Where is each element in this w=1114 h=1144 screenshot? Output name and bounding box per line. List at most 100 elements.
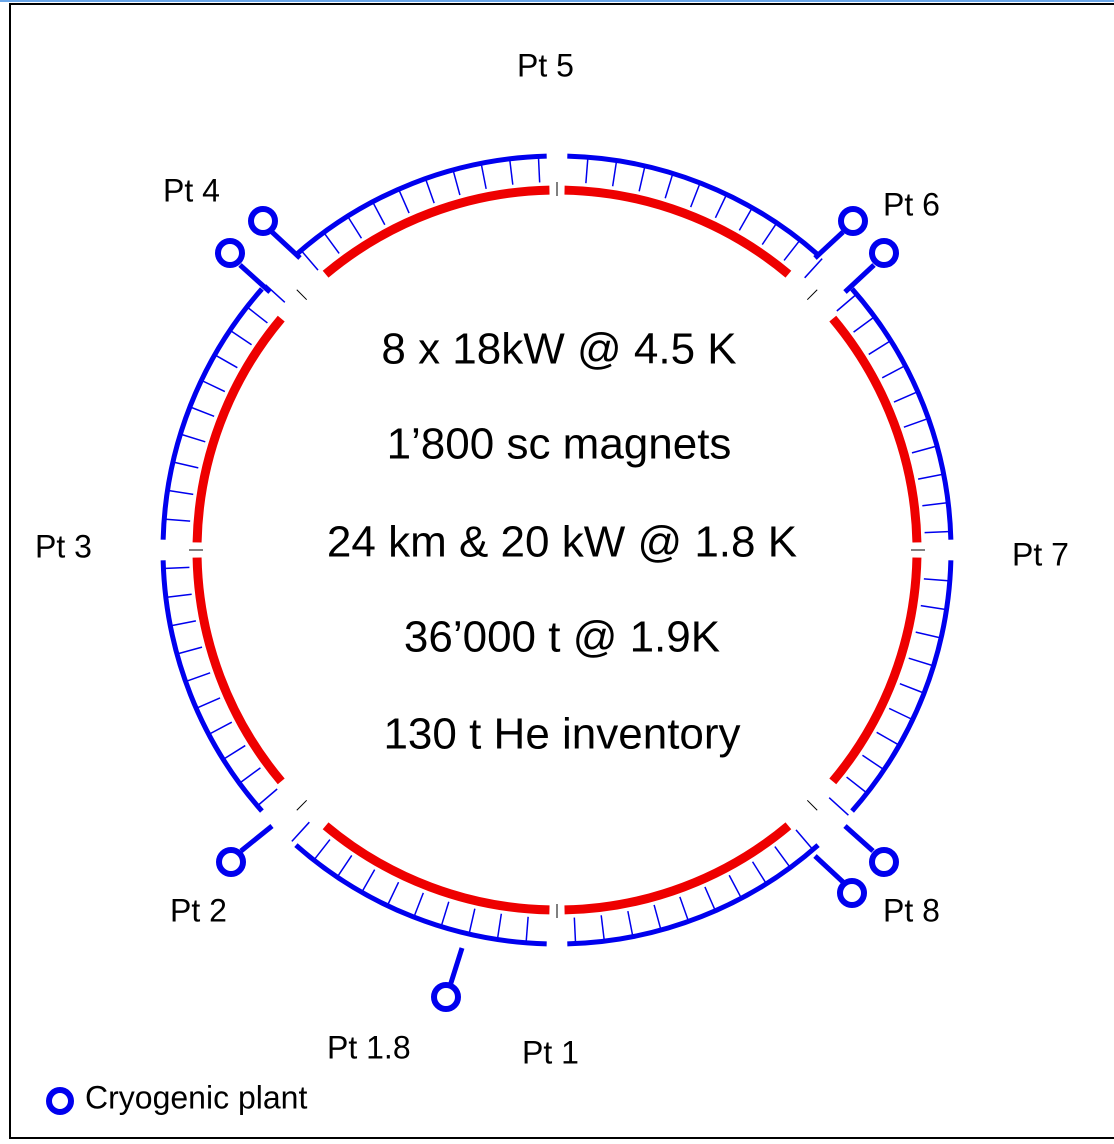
cryo-tick xyxy=(208,721,233,736)
cryo-tick xyxy=(167,489,194,496)
cryo-tick xyxy=(922,501,949,507)
point-label: Pt 8 xyxy=(883,892,940,928)
cryo-tick xyxy=(704,886,717,912)
cryo-tick xyxy=(728,874,743,899)
magnet-arc xyxy=(829,557,922,785)
cryo-tick xyxy=(386,881,400,906)
plant-link xyxy=(239,824,274,853)
cryo-line xyxy=(567,153,820,257)
cryo-tick xyxy=(908,657,934,667)
point-marker xyxy=(806,289,818,301)
cryo-tick xyxy=(468,908,476,935)
cryo-tick xyxy=(452,169,461,196)
cryo-tick xyxy=(195,697,221,710)
center-text: 1’800 sc magnets xyxy=(387,420,732,469)
cryo-tick xyxy=(899,682,925,694)
cryo-tick xyxy=(480,163,487,190)
cryo-tick xyxy=(836,293,858,312)
cryo-line xyxy=(160,560,264,813)
cryo-tick xyxy=(627,910,634,937)
cryo-tick xyxy=(862,754,885,771)
cryo-plant xyxy=(248,206,278,236)
center-text: 8 x 18kW @ 4.5 K xyxy=(381,325,736,374)
plant-link xyxy=(813,230,845,260)
point-marker xyxy=(806,799,818,811)
cryo-line xyxy=(850,287,954,540)
point-label: Pt 6 xyxy=(883,186,940,222)
cryo-line xyxy=(567,843,820,947)
point-label: Pt 4 xyxy=(163,172,220,208)
cryo-tick xyxy=(924,530,951,534)
legend-icon xyxy=(46,1087,74,1115)
cryo-tick xyxy=(397,188,410,214)
point-label: Pt 3 xyxy=(35,528,92,564)
cryo-tick xyxy=(600,915,606,942)
cryo-tick xyxy=(440,901,450,927)
cryo-tick xyxy=(638,165,646,192)
cryo-tick xyxy=(239,767,261,784)
point-label: Pt 2 xyxy=(170,892,227,928)
cryo-tick xyxy=(923,578,950,582)
cryo-tick xyxy=(611,160,618,187)
cryo-tick xyxy=(714,194,728,219)
cryo-tick xyxy=(853,316,875,333)
magnet-arc xyxy=(192,557,285,785)
cryo-tick xyxy=(180,433,206,443)
plant-link xyxy=(270,230,302,260)
magnet-arc xyxy=(564,822,792,915)
cryo-tick xyxy=(903,417,929,428)
cryo-tick xyxy=(496,913,503,940)
cryo-plant xyxy=(869,238,899,268)
cryo-tick xyxy=(214,354,238,369)
center-text: 36’000 t @ 1.9K xyxy=(404,613,720,662)
cryo-tick xyxy=(176,646,203,655)
cryo-tick xyxy=(508,158,514,185)
cryo-tick xyxy=(246,306,268,324)
cryo-plant xyxy=(215,238,245,268)
point-label: Pt 7 xyxy=(1012,536,1069,572)
cryo-tick xyxy=(346,215,363,239)
cryo-line xyxy=(294,843,547,947)
cryo-tick xyxy=(256,788,278,807)
cryo-tick xyxy=(313,839,331,861)
cryo-tick xyxy=(653,904,662,931)
plant-link xyxy=(447,947,465,987)
cryo-tick xyxy=(537,156,541,183)
cryo-line xyxy=(850,560,954,813)
cryo-plant xyxy=(869,847,899,877)
cryo-tick xyxy=(920,604,947,611)
point-marker xyxy=(296,289,308,301)
cryo-tick xyxy=(795,829,814,851)
magnet-arc xyxy=(564,185,792,278)
cryo-tick xyxy=(774,846,791,868)
cryo-tick xyxy=(915,631,942,639)
cryo-tick xyxy=(170,620,197,627)
magnet-arc xyxy=(322,822,550,915)
point-marker xyxy=(296,799,308,811)
cryo-tick xyxy=(222,744,246,761)
cryo-tick xyxy=(893,390,919,403)
cryo-tick xyxy=(164,518,191,522)
cryo-tick xyxy=(846,776,868,794)
cryo-tick xyxy=(201,379,226,393)
magnet-arc xyxy=(322,185,550,278)
point-label: Pt 1 xyxy=(522,1034,579,1070)
cryo-tick xyxy=(679,896,690,922)
legend-label: Cryogenic plant xyxy=(85,1079,307,1115)
cryo-tick xyxy=(185,672,211,683)
cryo-tick xyxy=(917,473,944,480)
cryo-line xyxy=(294,153,547,257)
cryo-tick xyxy=(828,797,849,816)
cryo-tick xyxy=(189,406,215,418)
cryo-tick xyxy=(868,339,892,356)
ring xyxy=(160,153,954,947)
cryo-tick xyxy=(371,201,386,226)
cryo-line xyxy=(160,287,264,540)
cryo-tick xyxy=(751,861,768,885)
cryo-tick xyxy=(413,892,425,918)
cryo-tick xyxy=(783,239,801,261)
cryo-tick xyxy=(573,917,577,944)
cryo-tick xyxy=(163,566,190,570)
cryo-tick xyxy=(361,869,376,893)
